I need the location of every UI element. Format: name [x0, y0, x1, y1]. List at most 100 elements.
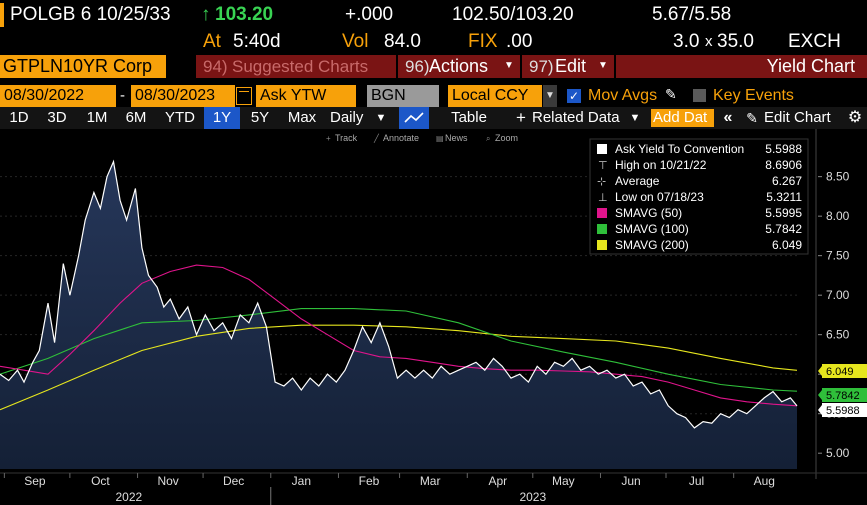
last-value-tag [822, 388, 867, 402]
last-price: 103.20 [215, 4, 274, 25]
low-marker-icon: ⊥ [598, 192, 608, 204]
x-month-label: Aug [754, 474, 775, 488]
add-data-input[interactable]: Add Dat [651, 109, 714, 127]
y-tick-label: 6.50 [826, 328, 850, 342]
legend-value: 6.049 [772, 238, 802, 252]
gear-icon[interactable]: ⚙ [847, 109, 863, 126]
legend-box [589, 138, 809, 255]
range-6m[interactable]: 6M [125, 109, 147, 126]
size-left: 3.0 [673, 31, 700, 52]
legend-value: 6.267 [772, 174, 802, 188]
chevron-down-icon[interactable]: ▼ [543, 85, 557, 107]
x-month-label: Jun [621, 474, 640, 488]
vol-value: 84.0 [384, 31, 421, 52]
range-ytd[interactable]: YTD [165, 109, 195, 126]
net-change: +.000 [345, 4, 394, 25]
end-date-input[interactable]: 08/30/2023 [131, 85, 235, 107]
actions-button[interactable]: 96) Actions ▼ [398, 55, 520, 78]
year-label: 2022 [115, 490, 142, 504]
edit-button[interactable]: 97) Edit ▼ [522, 55, 614, 78]
exchange: EXCH [788, 31, 841, 52]
chevron-down-icon: ▼ [504, 60, 514, 71]
range-1m[interactable]: 1M [86, 109, 108, 126]
edit-num: 97) [529, 57, 554, 76]
legend-label: SMAVG (200) [615, 238, 689, 252]
range-5y[interactable]: 5Y [250, 109, 270, 126]
yield-chart[interactable]: Track Annotate News Zoom + ╱ ▤ ⌕ Ask Yie… [0, 129, 867, 505]
actions-num: 96) [405, 57, 430, 76]
field-select[interactable]: Ask YTW [256, 85, 356, 107]
zoom-icon: ⌕ [486, 134, 490, 143]
track-tool[interactable]: Track [335, 133, 358, 143]
collapse-left-icon[interactable]: « [723, 109, 733, 126]
x-axis: Sep Oct Nov Dec Jan Feb Mar Apr May Jun Jul Aug 2022… [0, 472, 867, 505]
chart-parameters: 08/30/2022 - 08/30/2023 Ask YTW BGN Loca… [0, 85, 867, 107]
track-icon: + [326, 134, 331, 143]
sma200-line [0, 324, 798, 411]
pencil-icon[interactable]: ✎ [665, 86, 677, 102]
last-value-tag-label: 6.049 [826, 366, 854, 378]
plus-icon[interactable]: + [516, 108, 526, 127]
y-tick-label: 7.50 [826, 249, 850, 263]
last-value-tag-label: 5.7842 [826, 390, 860, 402]
yield-area [0, 161, 797, 469]
legend-label: High on 10/21/22 [615, 158, 707, 172]
edit-label: Edit [555, 56, 587, 76]
x-month-label: Feb [359, 474, 380, 488]
last-value-tag [822, 403, 867, 417]
annotate-tool[interactable]: Annotate [383, 133, 419, 143]
legend-swatch [597, 224, 607, 234]
legend-value: 5.5988 [765, 142, 802, 156]
mov-avgs-label: Mov Avgs [588, 87, 658, 104]
edit-chart-button[interactable]: Edit Chart [764, 109, 831, 126]
x-month-label: Oct [91, 474, 110, 488]
legend-label: Average [615, 174, 660, 188]
legend-swatch [597, 208, 607, 218]
ticker: POLGB 6 10/25/33 [10, 4, 171, 25]
last-value-tag-pointer [818, 405, 822, 415]
related-data-button[interactable]: Related Data [532, 109, 620, 126]
table-button[interactable]: Table [451, 109, 487, 126]
news-icon: ▤ [436, 134, 444, 143]
legend-swatch [597, 240, 607, 250]
last-value-tag-pointer [818, 390, 822, 400]
currency-select[interactable]: Local CCY [448, 85, 542, 107]
size-x: x [705, 33, 713, 50]
security-field[interactable]: GTPLN10YR Corp [0, 55, 166, 78]
period-select[interactable]: Daily [330, 109, 364, 126]
mov-avgs-checkbox[interactable]: ✓ [567, 89, 581, 103]
chevron-down-icon[interactable]: ▼ [375, 112, 387, 124]
range-toolbar: 1D 3D 1M 6M YTD 1Y 5Y Max Daily ▼ Table … [0, 107, 867, 129]
legend-label: SMAVG (100) [615, 222, 689, 236]
suggested-charts-button[interactable]: 94) Suggested Charts [196, 55, 396, 78]
actions-label: Actions [429, 56, 489, 76]
quote-header: POLGB 6 10/25/33 ↑ 103.20 +.000 102.50/1… [0, 0, 867, 30]
last-value-tag-label: 5.5988 [826, 405, 860, 417]
range-1d[interactable]: 1D [9, 109, 29, 126]
x-month-label: Sep [24, 474, 46, 488]
sma50-line [0, 264, 798, 407]
pencil-icon[interactable]: ✎ [746, 110, 758, 126]
source-select[interactable]: BGN [367, 85, 439, 107]
legend-value: 5.7842 [765, 222, 802, 236]
bid-ask-yields: 5.67/5.58 [652, 4, 732, 25]
line-chart-icon[interactable] [399, 107, 429, 129]
price-line [0, 159, 798, 429]
range-3d[interactable]: 3D [47, 109, 67, 126]
start-date-input[interactable]: 08/30/2022 [0, 85, 116, 107]
range-1y[interactable]: 1Y [204, 107, 240, 129]
key-events-checkbox[interactable] [693, 89, 706, 102]
chart-title: Yield Chart [766, 56, 855, 76]
news-tool[interactable]: News [445, 133, 468, 143]
chevron-down-icon[interactable]: ▼ [629, 112, 641, 124]
range-max[interactable]: Max [287, 109, 317, 126]
bid-ask: 102.50/103.20 [452, 4, 574, 25]
date-dash: - [120, 87, 125, 104]
legend-label: Ask Yield To Convention [615, 142, 744, 156]
at-time: 5:40d [233, 31, 281, 52]
quote-subheader: At 5:40d Vol 84.0 FIX .00 3.0 x 35.0 EXC… [0, 30, 867, 54]
legend: Ask Yield To Convention 5.5988 ⊤ High on 10… [589, 138, 809, 255]
calendar-icon[interactable] [236, 87, 252, 105]
sma100-line [0, 308, 798, 392]
zoom-tool[interactable]: Zoom [495, 133, 518, 143]
